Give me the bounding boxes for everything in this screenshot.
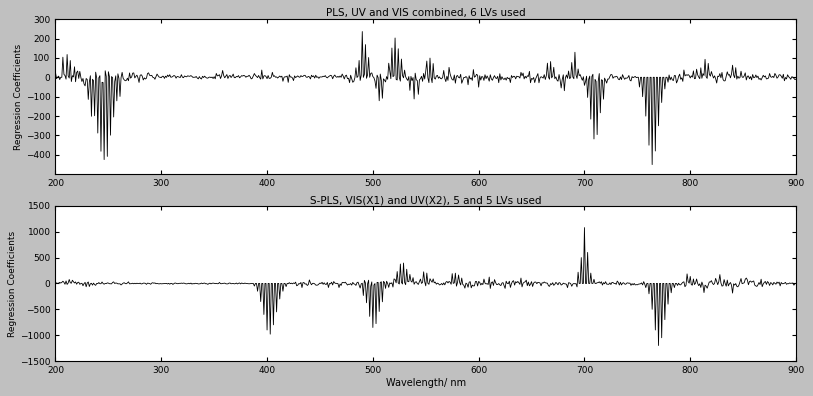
X-axis label: Wavelength/ nm: Wavelength/ nm xyxy=(385,378,466,388)
Title: S-PLS, VIS(X1) and UV(X2), 5 and 5 LVs used: S-PLS, VIS(X1) and UV(X2), 5 and 5 LVs u… xyxy=(310,195,541,205)
Y-axis label: Regression Coefficients: Regression Coefficients xyxy=(14,44,23,150)
Title: PLS, UV and VIS combined, 6 LVs used: PLS, UV and VIS combined, 6 LVs used xyxy=(326,8,525,18)
Y-axis label: Regression Coefficients: Regression Coefficients xyxy=(8,230,17,337)
